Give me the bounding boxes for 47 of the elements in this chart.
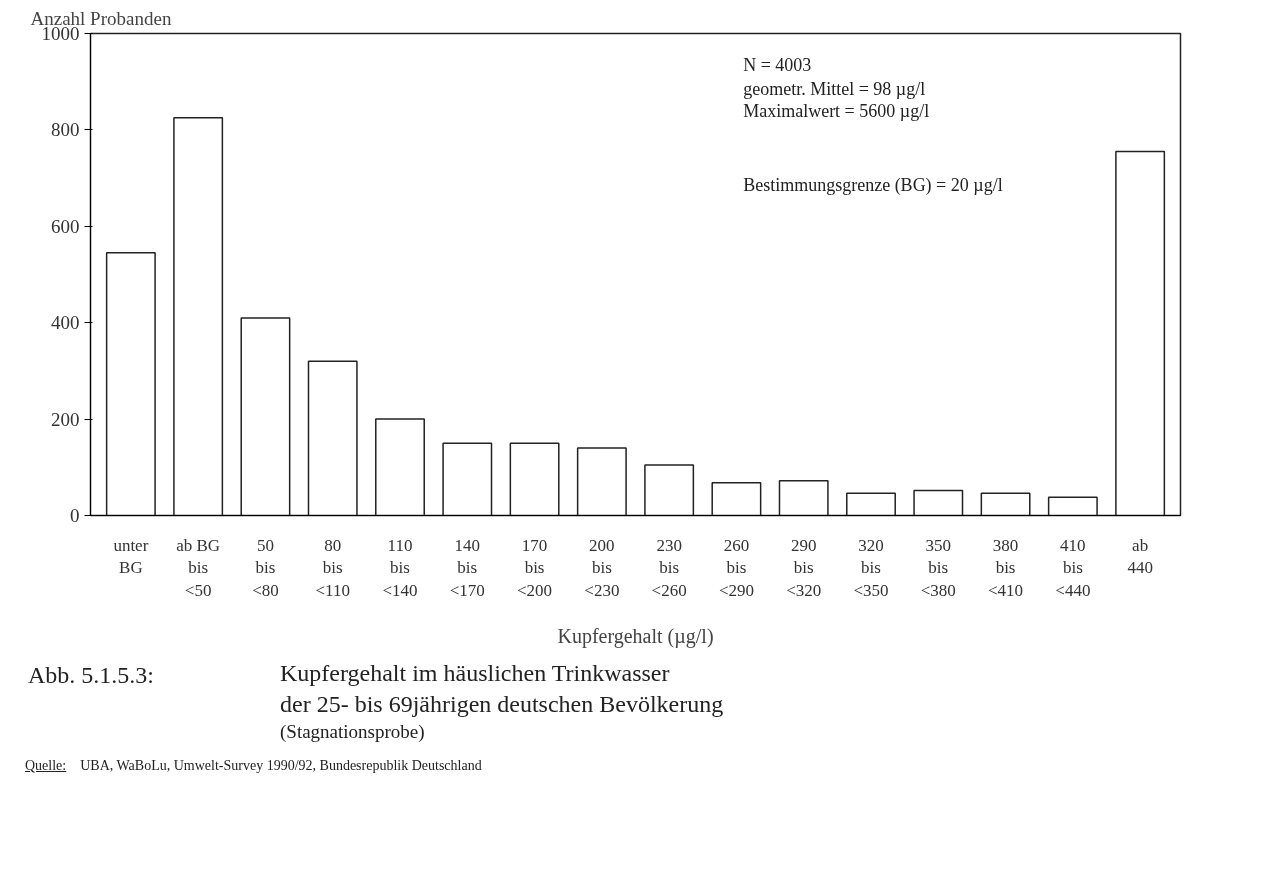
bar <box>105 252 156 516</box>
x-tick-label: 230 bis <260 <box>651 535 687 601</box>
x-tick-label: 320 bis <350 <box>853 535 889 601</box>
x-tick-label: unter BG <box>113 535 149 578</box>
bar <box>980 492 1031 516</box>
annotation: Maximalwert = 5600 µg/l <box>743 100 930 121</box>
bar <box>307 360 358 516</box>
bar <box>913 489 964 516</box>
bar <box>778 480 829 516</box>
y-tick-label: 400 <box>51 312 80 334</box>
bar <box>1115 150 1166 516</box>
x-tick-label: 290 bis <320 <box>786 535 822 601</box>
text: UBA, WaBoLu, Umwelt-Survey 1990/92, Bundesrepublik Deutschland <box>80 758 482 774</box>
x-tick-label: 110 bis <140 <box>382 535 418 601</box>
x-tick-label: 410 bis <440 <box>1055 535 1091 601</box>
bar <box>1047 496 1098 516</box>
text: Kupfergehalt im häuslichen Trinkwasser der 25- bis 69jährigen deutschen Bevölkerung <box>280 660 724 718</box>
x-tick-label: 380 bis <410 <box>988 535 1024 601</box>
text: (Stagnationsprobe) <box>280 720 426 745</box>
bar <box>173 117 224 516</box>
bar <box>644 464 695 516</box>
x-tick-label: 50 bis <80 <box>252 535 279 601</box>
bar <box>846 492 896 516</box>
x-tick-label: 260 bis <290 <box>718 535 754 601</box>
x-tick-label: 140 bis <170 <box>449 535 485 601</box>
y-tick-label: 600 <box>51 215 80 237</box>
source-note: Quelle: <box>25 758 67 774</box>
bar <box>509 442 560 516</box>
x-axis-title: Kupfergehalt (µg/l) <box>557 625 714 649</box>
bar <box>442 442 493 516</box>
bar <box>711 481 762 516</box>
bar <box>375 418 425 516</box>
y-tick-label: 0 <box>70 505 80 526</box>
annotation: geometr. Mittel = 98 µg/l <box>743 78 926 99</box>
bar <box>576 447 627 516</box>
caption: Abb. 5.1.5.3: <box>27 661 155 690</box>
x-tick-label: 170 bis <200 <box>517 535 553 601</box>
x-tick-label: ab BG bis <50 <box>176 535 221 601</box>
bar <box>240 317 291 516</box>
x-tick-label: 200 bis <230 <box>584 535 620 601</box>
annotation: Bestimmungsgrenze (BG) = 20 µg/l <box>743 175 1003 197</box>
y-tick-label: 200 <box>51 408 80 430</box>
y-tick-label: 800 <box>51 119 80 141</box>
x-tick-label: 80 bis <110 <box>315 535 350 601</box>
x-tick-label: ab 440 <box>1127 535 1153 578</box>
x-tick-label: 350 bis <380 <box>920 535 956 601</box>
annotation: N = 4003 <box>743 54 812 75</box>
